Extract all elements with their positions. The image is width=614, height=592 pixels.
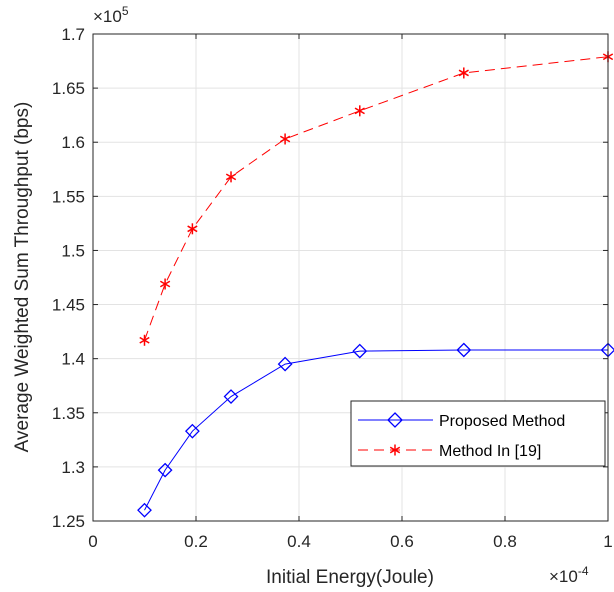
y-tick-label: 1.4 <box>61 350 85 369</box>
legend-marker-proposed <box>387 412 403 428</box>
legend: Proposed Method Method In [19] <box>350 400 606 467</box>
data-point-0 <box>184 423 200 439</box>
x-tick-label: 1 <box>603 532 612 551</box>
data-point-1 <box>159 278 171 290</box>
data-point-0 <box>157 462 173 478</box>
x-tick-label: 0.8 <box>493 532 517 551</box>
data-point-1 <box>354 105 365 117</box>
y-multiplier-exponent: 5 <box>122 4 129 18</box>
data-point-1 <box>279 133 291 145</box>
legend-label-method19: Method In [19] <box>439 443 541 460</box>
data-point-1 <box>458 67 469 79</box>
y-axis-label: Average Weighted Sum Throughput (bps) <box>12 102 33 453</box>
y-tick-label: 1.3 <box>61 458 85 477</box>
legend-asterisk-icon <box>389 444 401 456</box>
x-multiplier: ×10-4 <box>549 564 589 586</box>
legend-box <box>350 400 606 467</box>
y-multiplier-base: ×10 <box>93 7 122 26</box>
y-tick-label: 1.7 <box>61 25 85 44</box>
y-tick-label: 1.65 <box>52 79 85 98</box>
y-tick-label: 1.55 <box>52 187 85 206</box>
tick-labels: 0 0.2 0.4 0.6 0.8 1 1.25 1.3 1.35 1.4 1.45 1.5 1.55 1… <box>52 25 613 551</box>
series-line-0 <box>144 349 608 511</box>
x-axis-label: Initial Energy(Joule) <box>266 567 434 588</box>
data-point-0 <box>277 356 293 372</box>
data-point-0 <box>137 502 152 518</box>
x-tick-label: 0.6 <box>390 532 414 551</box>
x-tick-label: 0 <box>88 532 97 551</box>
data-point-0 <box>352 343 368 359</box>
x-multiplier-exponent: -4 <box>578 564 589 578</box>
x-tick-label: 0.4 <box>287 532 311 551</box>
y-tick-label: 1.45 <box>52 296 85 315</box>
plot-frame <box>92 33 609 522</box>
data-point-1 <box>225 171 237 183</box>
y-multiplier: ×105 <box>93 4 129 26</box>
y-tick-label: 1.5 <box>61 241 85 260</box>
y-tick-label: 1.35 <box>52 404 85 423</box>
x-multiplier-base: ×10 <box>549 567 578 586</box>
legend-label-proposed: Proposed Method <box>439 413 565 430</box>
data-point-1 <box>139 334 150 346</box>
series-line-1 <box>144 56 609 341</box>
data-point-1 <box>187 223 198 235</box>
y-tick-label: 1.6 <box>61 133 85 152</box>
data-point-0 <box>456 342 472 358</box>
data-point-0 <box>223 389 239 404</box>
y-tick-label: 1.25 <box>52 512 85 531</box>
legend-marker-method19 <box>389 444 401 456</box>
x-tick-label: 0.2 <box>184 532 208 551</box>
